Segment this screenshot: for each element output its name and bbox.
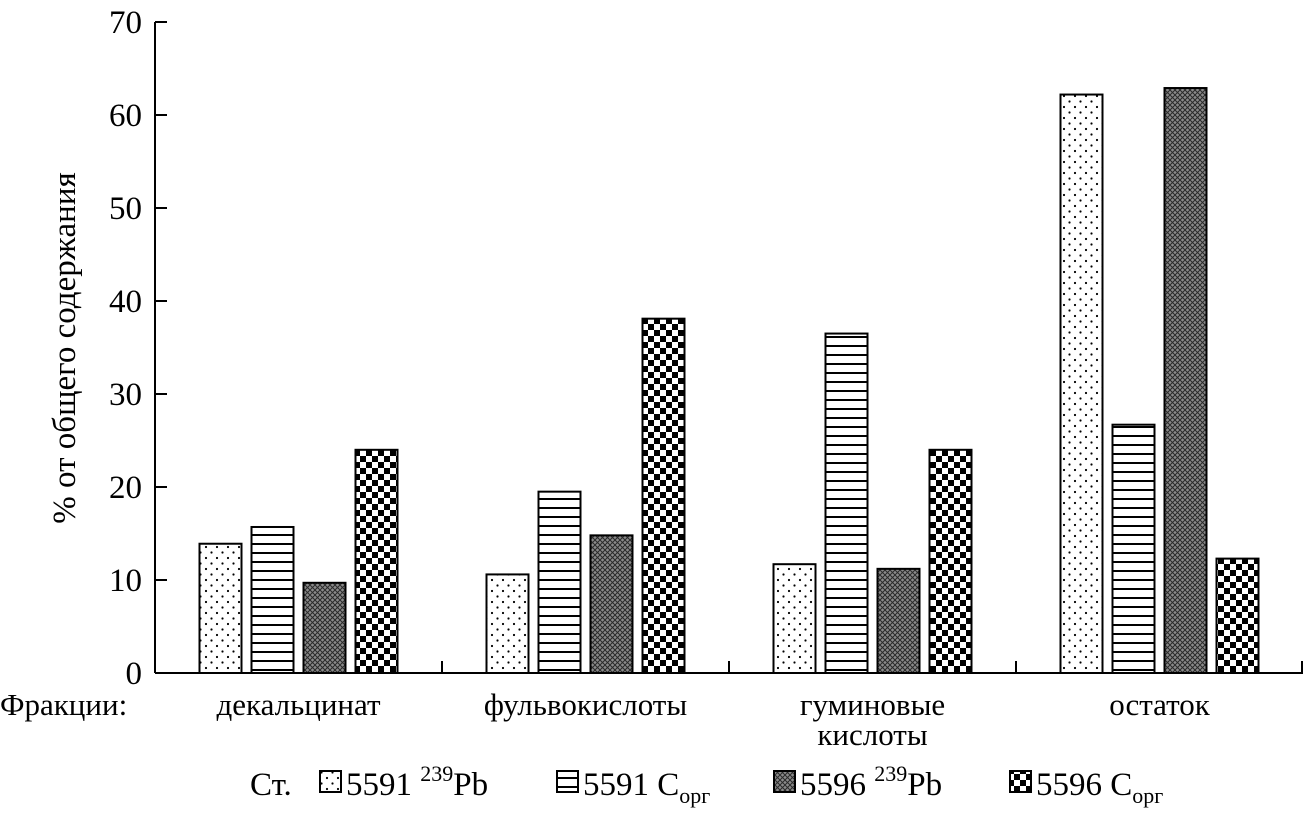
legend: Ст. 5591 239Pb 5591 Cорг 5596 239Pb 5596 Cо… xyxy=(250,761,1163,808)
x-axis-prefix: Фракции: xyxy=(0,687,127,722)
category-labels: декальцинат фульвокислоты гуминовыекислоты… xyxy=(216,687,1210,752)
bar xyxy=(354,448,399,674)
bar xyxy=(1163,87,1208,674)
legend-label: 5591 Cорг xyxy=(583,767,710,808)
category-label: остаток xyxy=(1109,687,1211,722)
bar xyxy=(589,534,634,674)
legend-prefix: Ст. xyxy=(250,767,292,803)
bar xyxy=(485,573,530,674)
bar xyxy=(641,317,686,674)
y-tick-label: 0 xyxy=(126,656,143,692)
y-tick-label: 40 xyxy=(109,284,142,320)
bar xyxy=(537,490,582,674)
bar xyxy=(198,542,243,674)
bar xyxy=(824,332,869,674)
category-label: декальцинат xyxy=(216,687,380,722)
legend-swatch xyxy=(1009,770,1032,793)
bar xyxy=(250,525,295,674)
legend-label: 5596 Cорг xyxy=(1036,767,1163,808)
bar xyxy=(1215,557,1260,674)
y-tick-label: 10 xyxy=(109,563,142,599)
y-tick-label: 50 xyxy=(109,191,142,227)
bar xyxy=(928,448,973,674)
legend-swatch xyxy=(556,770,579,793)
y-tick-label: 70 xyxy=(109,5,142,41)
category-label: гуминовые xyxy=(800,687,945,722)
y-tick-label: 20 xyxy=(109,470,142,506)
bar xyxy=(772,563,817,674)
legend-swatch xyxy=(773,770,796,793)
legend-label: 5591 239Pb xyxy=(346,761,488,803)
bars xyxy=(198,87,1260,675)
bar xyxy=(1059,93,1104,675)
category-label: фульвокислоты xyxy=(484,687,688,722)
category-label: кислоты xyxy=(817,717,928,752)
y-axis: 0 10 20 30 40 50 60 70 xyxy=(109,5,167,692)
bar xyxy=(302,581,347,674)
y-tick-label: 60 xyxy=(109,98,142,134)
y-axis-label: % от общего содержания xyxy=(47,172,83,523)
legend-swatch xyxy=(319,770,342,793)
bar xyxy=(1111,423,1156,674)
y-tick-label: 30 xyxy=(109,377,142,413)
bar xyxy=(876,567,921,675)
legend-label: 5596 239Pb xyxy=(800,761,942,803)
